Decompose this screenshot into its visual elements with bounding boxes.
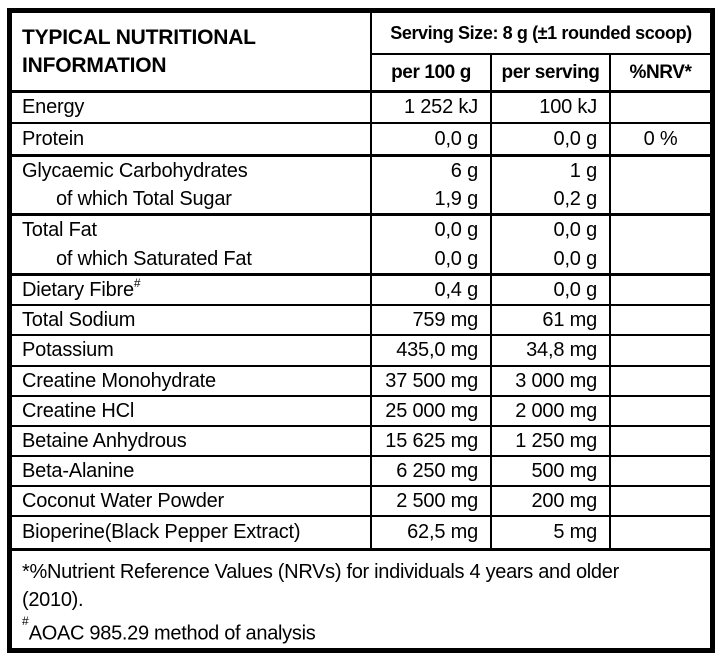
nrv-value: 0 % — [643, 127, 678, 150]
footnote-marker: # — [133, 276, 141, 291]
serving-size: Serving Size: 8 g (±1 rounded scoop) — [372, 13, 710, 55]
header-right: Serving Size: 8 g (±1 rounded scoop) per… — [372, 13, 710, 91]
footnote-marker: # — [22, 614, 29, 629]
per-100g-value: 37 500 mg — [372, 367, 492, 396]
per-serving-value: 0,0 g — [553, 247, 598, 270]
per-100g-value: 0,0 g — [434, 247, 479, 270]
nutrient-label: Glycaemic Carbohydrates — [22, 159, 248, 182]
nutrient-label-text: Dietary Fibre — [22, 278, 134, 301]
row-betaine-anhydrous: Betaine Anhydrous 15 625 mg 1 250 mg — [12, 427, 710, 458]
nrv-value — [611, 216, 710, 273]
per-serving-value: 2 000 mg — [492, 397, 611, 426]
per-serving-group: 0,0 g 0,0 g — [492, 216, 611, 274]
per-100g-value: 0,0 g — [372, 124, 492, 155]
table-header: TYPICAL NUTRITIONAL INFORMATION Serving … — [12, 13, 710, 94]
nutrition-table: TYPICAL NUTRITIONAL INFORMATION Serving … — [7, 8, 715, 653]
per-serving-value: 0,0 g — [553, 219, 598, 242]
nutrient-label: Total Fat — [22, 219, 97, 242]
row-bioperine: Bioperine(Black Pepper Extract) 62,5 mg … — [12, 517, 710, 552]
footnotes: *%Nutrient Reference Values (NRVs) for i… — [12, 551, 710, 648]
nrv-value — [611, 517, 710, 548]
aoac-footnote: #AOAC 985.29 method of analysis — [22, 614, 700, 648]
nutrient-label: Bioperine(Black Pepper Extract) — [12, 517, 372, 549]
nutrient-sublabel: of which Total Sugar — [56, 187, 232, 210]
table-title-cell: TYPICAL NUTRITIONAL INFORMATION — [12, 13, 372, 91]
nrv-value — [611, 93, 710, 122]
col-header-per-serving: per serving — [492, 55, 611, 91]
nutrient-label-group: Total Fat of which Saturated Fat — [12, 216, 372, 274]
per-100g-group: 6 g 1,9 g — [372, 157, 492, 214]
per-serving-group: 1 g 0,2 g — [492, 157, 611, 214]
nutrient-label: Creatine Monohydrate — [12, 367, 372, 396]
per-serving-value: 5 mg — [492, 517, 611, 549]
per-100g-value: 759 mg — [372, 306, 492, 335]
per-100g-value: 435,0 mg — [372, 336, 492, 366]
nrv-value — [611, 336, 710, 365]
per-serving-value: 3 000 mg — [492, 367, 611, 396]
nutrient-label: Creatine HCl — [12, 397, 372, 426]
nutrient-label: Betaine Anhydrous — [12, 427, 372, 456]
per-serving-value: 200 mg — [492, 487, 611, 516]
row-creatine-monohydrate: Creatine Monohydrate 37 500 mg 3 000 mg — [12, 367, 710, 398]
per-100g-value: 25 000 mg — [372, 397, 492, 426]
nrv-value — [611, 457, 710, 485]
per-serving-value: 100 kJ — [492, 93, 611, 123]
nutrient-label: Coconut Water Powder — [12, 487, 372, 516]
row-dietary-fibre: Dietary Fibre # 0,4 g 0,0 g — [12, 276, 710, 307]
row-total-sodium: Total Sodium 759 mg 61 mg — [12, 306, 710, 337]
per-100g-value: 1,9 g — [434, 187, 479, 210]
per-serving-value: 500 mg — [492, 457, 611, 486]
nutrient-label: Beta-Alanine — [12, 457, 372, 486]
row-beta-alanine: Beta-Alanine 6 250 mg 500 mg — [12, 457, 710, 488]
per-100g-value: 0,0 g — [434, 219, 479, 242]
nutrient-label: Protein — [12, 124, 372, 155]
nrv-value — [611, 367, 710, 395]
col-header-nrv: %NRV* — [629, 61, 692, 83]
nrv-value — [611, 397, 710, 425]
row-creatine-hcl: Creatine HCl 25 000 mg 2 000 mg — [12, 397, 710, 428]
nrv-value — [611, 157, 710, 213]
row-group-fat: Total Fat of which Saturated Fat 0,0 g 0… — [12, 216, 710, 277]
nutrient-label-group: Glycaemic Carbohydrates of which Total S… — [12, 157, 372, 214]
per-100g-value: 15 625 mg — [372, 427, 492, 456]
per-serving-value: 1 g — [569, 159, 597, 182]
per-100g-value: 1 252 kJ — [372, 93, 492, 123]
row-coconut-water-powder: Coconut Water Powder 2 500 mg 200 mg — [12, 487, 710, 518]
per-serving-value: 0,0 g — [492, 124, 611, 155]
per-serving-value: 61 mg — [492, 306, 611, 335]
nrv-footnote: *%Nutrient Reference Values (NRVs) for i… — [22, 561, 619, 612]
nutrient-label: Total Sodium — [12, 306, 372, 335]
column-headers: per 100 g per serving %NRV* — [372, 55, 710, 91]
nutrient-label: Energy — [12, 93, 372, 123]
nutrient-label: Dietary Fibre # — [12, 276, 372, 305]
per-serving-value: 1 250 mg — [492, 427, 611, 456]
per-serving-value: 34,8 mg — [492, 336, 611, 366]
per-100g-value: 0,4 g — [372, 276, 492, 305]
per-100g-value: 6 g — [450, 159, 478, 182]
nrv-value — [611, 427, 710, 455]
row-protein: Protein 0,0 g 0,0 g 0 % — [12, 124, 710, 158]
aoac-footnote-text: AOAC 985.29 method of analysis — [28, 623, 316, 645]
col-header-per-100g: per 100 g — [372, 55, 492, 91]
row-energy: Energy 1 252 kJ 100 kJ — [12, 93, 710, 125]
per-100g-value: 62,5 mg — [372, 517, 492, 549]
per-serving-value: 0,2 g — [553, 187, 598, 210]
per-100g-value: 2 500 mg — [372, 487, 492, 516]
table-title: TYPICAL NUTRITIONAL INFORMATION — [22, 25, 256, 77]
nutrient-label: Potassium — [12, 336, 372, 366]
nutrient-sublabel: of which Saturated Fat — [56, 247, 252, 270]
nrv-value — [611, 306, 710, 334]
per-100g-group: 0,0 g 0,0 g — [372, 216, 492, 274]
per-100g-value: 6 250 mg — [372, 457, 492, 486]
nrv-value — [611, 276, 710, 304]
row-potassium: Potassium 435,0 mg 34,8 mg — [12, 336, 710, 368]
row-group-carbohydrates: Glycaemic Carbohydrates of which Total S… — [12, 157, 710, 217]
nrv-value — [611, 487, 710, 515]
per-serving-value: 0,0 g — [492, 276, 611, 305]
